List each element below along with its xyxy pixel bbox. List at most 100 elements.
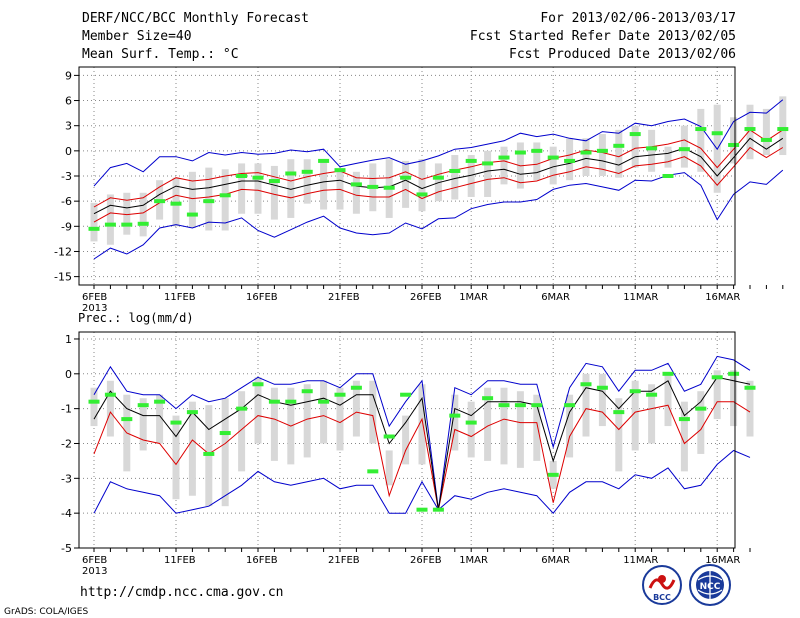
x-tick-label: 6FEB [82, 555, 107, 566]
ensemble-box [418, 159, 426, 212]
median-marker [318, 399, 330, 404]
y-tick-label: 0 [65, 368, 72, 381]
upper-line [93, 129, 784, 208]
median-marker [744, 127, 756, 132]
y-tick-label: -12 [54, 245, 72, 258]
median-marker [596, 148, 608, 153]
ensemble-box [484, 387, 492, 461]
ensemble-box [730, 117, 738, 164]
ensemble-box [287, 159, 295, 218]
median-marker [416, 507, 428, 512]
median-marker [252, 175, 264, 180]
median-marker [400, 392, 412, 397]
x-tick-label: 26FEB [410, 555, 442, 566]
median-marker [334, 168, 346, 173]
y-tick-label: -5 [61, 542, 72, 555]
median-marker [613, 143, 625, 148]
median-marker [514, 150, 526, 155]
median-marker [236, 174, 248, 178]
temperature-panel: -15 -12 -9 -6 -3 0 3 6 9 6FEB 11FEB 16FEB 21FEB 26FEB… [54, 66, 789, 314]
ensemble-box [713, 370, 721, 420]
x-tick-label: 16FEB [246, 555, 278, 566]
median-marker [449, 413, 461, 418]
median-marker [219, 193, 231, 198]
ensemble-box [156, 394, 164, 444]
ensemble-box [320, 159, 328, 210]
ensemble-box [352, 171, 360, 214]
ensemble-box [402, 160, 410, 208]
y-tick-label: -3 [61, 472, 72, 485]
min-line [93, 449, 751, 514]
median-marker [465, 420, 477, 425]
max-line [93, 355, 751, 510]
median-marker [383, 185, 395, 190]
ensemble-box [746, 104, 754, 160]
median-marker [416, 192, 428, 197]
ensemble-box [500, 387, 508, 465]
source-url: http://cmdp.ncc.cma.gov.cn [80, 585, 284, 600]
median-marker [498, 403, 510, 408]
ensemble-box [90, 202, 98, 242]
median-marker [695, 406, 707, 411]
ensemble-box [270, 387, 278, 461]
median-marker [219, 431, 231, 436]
ensemble-box [467, 155, 475, 197]
ensemble-box [451, 155, 459, 200]
ensemble-box [779, 96, 787, 156]
median-marker [646, 146, 658, 151]
median-marker [432, 175, 444, 180]
x-tick-label: 11FEB [164, 292, 196, 303]
ensemble-box [90, 387, 98, 427]
median-marker [104, 222, 116, 227]
bcc-logo-text: BCC [653, 593, 671, 602]
ensemble-box [549, 146, 557, 185]
chart-title: DERF/NCC/BCC Monthly Forecast [82, 11, 309, 26]
median-marker [646, 392, 658, 397]
median-marker [301, 169, 313, 174]
median-marker [236, 406, 248, 411]
x-tick-label: 16FEB [246, 292, 278, 303]
ensemble-box [533, 394, 541, 461]
y-tick-label: 6 [65, 95, 72, 108]
median-marker [383, 434, 395, 439]
x-tick-label: 21FEB [328, 555, 360, 566]
ensemble-box [106, 380, 114, 437]
median-marker [629, 389, 641, 394]
ensemble-box [762, 108, 770, 156]
member-size: Member Size=40 [82, 29, 192, 44]
median-marker [104, 392, 116, 397]
median-marker [678, 147, 690, 152]
ensemble-box [533, 142, 541, 181]
median-marker [580, 150, 592, 155]
y-tick-label: 0 [65, 145, 72, 158]
ensemble-box [352, 380, 360, 437]
median-marker [367, 184, 379, 189]
y-tick-label: -15 [54, 271, 72, 284]
ensemble-box [615, 398, 623, 472]
median-marker [564, 158, 576, 163]
ensemble-box [221, 169, 229, 231]
y-tick-label: -3 [61, 170, 72, 183]
median-marker [662, 174, 674, 178]
ensemble-box [188, 171, 196, 228]
median-marker [400, 175, 412, 180]
ensemble-box [598, 134, 606, 176]
max-line [93, 99, 784, 187]
median-marker [186, 410, 198, 415]
ensemble-box [598, 373, 606, 427]
x-tick-label: 1MAR [459, 555, 488, 566]
median-marker [268, 399, 280, 404]
ensemble-box [188, 401, 196, 496]
x-tick-label: 11MAR [623, 555, 658, 566]
median-marker [88, 399, 100, 404]
median-marker [334, 392, 346, 397]
median-marker [88, 226, 100, 231]
ncc-logo: NCC [689, 564, 731, 606]
forecast-period: For 2013/02/06-2013/03/17 [540, 11, 736, 26]
x-tick-label: 16MAR [705, 555, 740, 566]
bcc-logo-dot [658, 575, 666, 583]
median-marker [695, 127, 707, 132]
ensemble-box [451, 394, 459, 451]
median-marker [154, 399, 166, 404]
